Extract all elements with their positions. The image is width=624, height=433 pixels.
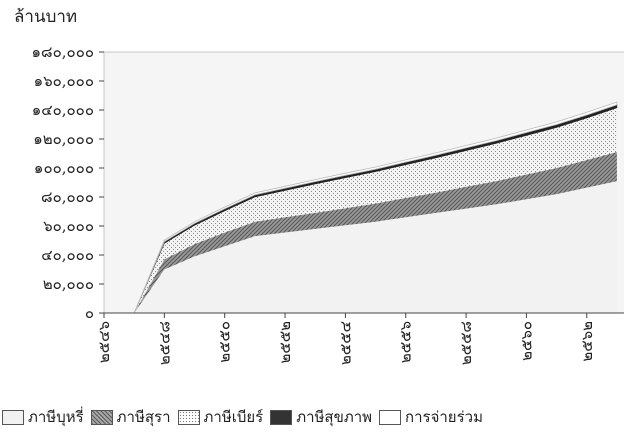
x-tick-label: ๒๕๕๒	[276, 321, 294, 363]
area-series-1	[104, 181, 617, 313]
legend: ภาษีบุหรี่ ภาษีสุรา ภาษีเบียร์ ภาษีสุขภาพ กา…	[2, 404, 622, 430]
x-tick-label: ๒๕๕๖	[397, 321, 415, 363]
legend-swatch	[2, 409, 24, 425]
area-series-group	[104, 101, 618, 314]
x-tick-label: ๒๕๔๘	[155, 321, 173, 365]
legend-label: ภาษีบุหรี่	[28, 408, 84, 426]
y-tick-label: ๘๐,๐๐๐	[41, 188, 94, 206]
x-tick-label: ๒๕๕๐	[216, 321, 234, 363]
y-tick-label: ๑๐๐,๐๐๐	[34, 159, 94, 177]
legend-swatch	[270, 409, 293, 425]
y-tick-label: ๖๐,๐๐๐	[43, 217, 94, 235]
area-series-2	[104, 152, 617, 313]
legend-item-4: ภาษีสุขภาพ	[270, 405, 372, 429]
y-axis: ๐ ๒๐,๐๐๐ ๔๐,๐๐๐ ๖๐,๐๐๐ ๘๐,๐๐๐ ๑๐๐,๐๐๐ ๑๒๐,๐๐๐ ๑…	[32, 43, 104, 322]
legend-item-2: ภาษีสุรา	[90, 405, 171, 429]
y-tick-label: ๒๐,๐๐๐	[43, 275, 94, 293]
y-tick-label: ๑๔๐,๐๐๐	[32, 101, 94, 119]
x-tick-label: ๒๕๖๒	[578, 321, 596, 362]
legend-label: ภาษีสุขภาพ	[296, 408, 373, 426]
x-tick-label: ๒๕๔๖	[95, 321, 113, 363]
x-tick-label: ๒๕๕๔	[336, 321, 354, 365]
y-tick-label: ๑๘๐,๐๐๐	[32, 43, 94, 61]
y-tick-label: ๑๖๐,๐๐๐	[34, 72, 94, 90]
chart: ล้านบาท ๐ ๒๐,๐๐๐ ๔๐,๐๐๐ ๖๐,๐๐๐ ๘๐,๐๐๐ ๑๐๐,๐๐๐…	[14, 7, 624, 365]
area-series-3	[104, 107, 617, 313]
area-series-5	[104, 101, 618, 314]
y-tick-label: ๔๐,๐๐๐	[41, 246, 94, 264]
legend-swatch	[177, 409, 200, 425]
y-tick-label: ๐	[85, 304, 94, 322]
x-tick-label: ๒๕๖๐	[517, 321, 535, 361]
y-tick-label: ๑๒๐,๐๐๐	[33, 130, 94, 148]
legend-item-5: การจ่ายร่วม	[379, 405, 483, 429]
x-axis: ๒๕๔๖ ๒๕๔๘ ๒๕๕๐ ๒๕๕๒ ๒๕๕๔ ๒๕๕๖ ๒๕๕๘ ๒๕๖๐ ๒๕๖๒	[95, 312, 624, 365]
legend-item-3: ภาษีเบียร์	[177, 405, 264, 429]
y-axis-title: ล้านบาท	[14, 7, 77, 27]
x-tick-label: ๒๕๕๘	[457, 321, 475, 365]
legend-label: ภาษีสุรา	[116, 408, 171, 426]
legend-label: ภาษีเบียร์	[203, 408, 264, 426]
legend-swatch	[90, 409, 113, 425]
legend-swatch	[379, 409, 402, 425]
legend-item-1: ภาษีบุหรี่	[2, 405, 84, 429]
legend-label: การจ่ายร่วม	[405, 408, 483, 426]
